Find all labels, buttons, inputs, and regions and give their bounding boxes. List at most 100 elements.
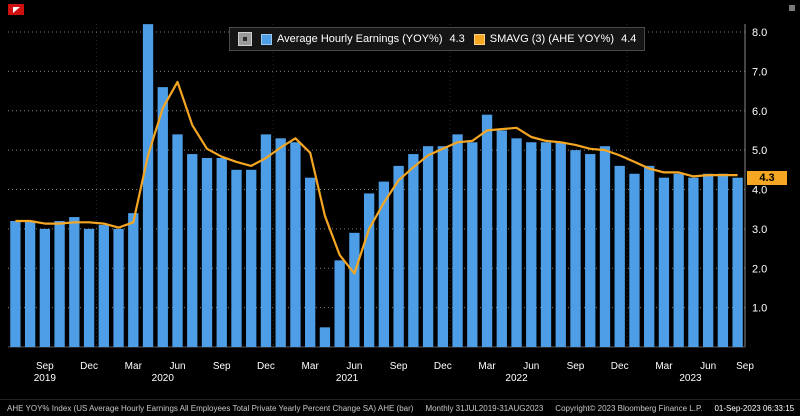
ahe-bar[interactable]: [599, 146, 611, 347]
ahe-bar[interactable]: [128, 213, 139, 347]
x-axis-month-label: Dec: [611, 361, 629, 372]
ahe-bar[interactable]: [157, 87, 168, 347]
ahe-bar[interactable]: [452, 134, 463, 347]
ahe-bar[interactable]: [113, 228, 124, 347]
ahe-bar[interactable]: [363, 193, 375, 347]
ahe-bar[interactable]: [437, 146, 448, 347]
x-axis-year-label: 2022: [505, 373, 528, 384]
ahe-bar[interactable]: [702, 173, 714, 347]
ahe-bar[interactable]: [142, 24, 154, 347]
ahe-bar[interactable]: [629, 173, 640, 347]
x-axis-month-label: Jun: [169, 361, 185, 372]
ahe-bar[interactable]: [732, 177, 743, 347]
ahe-bar[interactable]: [54, 221, 65, 347]
ahe-bar[interactable]: [305, 177, 316, 347]
ahe-bar[interactable]: [201, 158, 213, 347]
chart-canvas[interactable]: 8.0 7.0 6.0 5.0 4.0 3.0 2.0 1.0 Sep Dec Mar Jun Sep D…: [0, 0, 800, 400]
ahe-bar[interactable]: [349, 232, 360, 347]
ahe-bar[interactable]: [511, 138, 522, 347]
ahe-bar[interactable]: [422, 146, 434, 347]
legend-label-ahe: Average Hourly Earnings (YOY%): [277, 33, 443, 45]
ahe-bar[interactable]: [39, 228, 51, 347]
x-axis-month-label: Sep: [736, 361, 754, 372]
legend-item-smavg[interactable]: SMAVG (3) (AHE YOY%) 4.4: [473, 33, 637, 45]
footer-timestamp: 01-Sep-2023 06:33:15: [714, 403, 795, 413]
x-axis-month-label: Mar: [302, 361, 320, 372]
ahe-bar[interactable]: [246, 169, 257, 347]
x-axis-year-label: 2023: [679, 373, 702, 384]
ahe-bar[interactable]: [658, 177, 670, 347]
x-axis-month-label: Sep: [390, 361, 408, 372]
ahe-bar[interactable]: [172, 134, 183, 347]
ahe-bar[interactable]: [570, 150, 581, 347]
ahe-bar[interactable]: [69, 217, 80, 347]
ahe-bar[interactable]: [467, 142, 478, 347]
ahe-bar[interactable]: [216, 158, 227, 347]
x-axis-month-label: Dec: [434, 361, 452, 372]
line-series-swatch-icon: [473, 33, 485, 45]
x-axis-month-label: Mar: [478, 361, 496, 372]
ahe-bar[interactable]: [496, 130, 507, 347]
footer: AHE YOY% Index (US Average Hourly Earnin…: [0, 399, 800, 416]
smavg-line[interactable]: [15, 80, 738, 275]
ahe-bar[interactable]: [526, 142, 537, 347]
ahe-bar[interactable]: [717, 173, 729, 347]
ahe-bar[interactable]: [481, 114, 493, 347]
footer-description: AHE YOY% Index (US Average Hourly Earnin…: [7, 403, 414, 413]
x-axis-month-label: Jun: [523, 361, 539, 372]
ahe-bar[interactable]: [540, 142, 552, 347]
legend-item-ahe[interactable]: Average Hourly Earnings (YOY%) 4.3: [261, 33, 465, 45]
y-axis-label: 6.0: [752, 106, 767, 118]
ahe-bar[interactable]: [10, 221, 21, 347]
ahe-bar[interactable]: [644, 165, 655, 347]
ahe-bar[interactable]: [688, 177, 699, 347]
ahe-bar[interactable]: [393, 165, 404, 347]
bar-series-swatch-icon: [261, 33, 272, 45]
ahe-bar[interactable]: [24, 221, 36, 347]
ahe-bar[interactable]: [334, 260, 345, 347]
x-axis-year-label: 2021: [336, 373, 359, 384]
legend-key-dot-icon: [243, 37, 247, 41]
y-axis-label: 3.0: [752, 224, 767, 236]
y-axis-label: 1.0: [752, 303, 767, 315]
x-axis-month-label: Mar: [655, 361, 673, 372]
ahe-bar[interactable]: [83, 228, 95, 347]
ahe-bar[interactable]: [378, 181, 390, 347]
flag-arrow-icon: [12, 6, 20, 13]
y-axis-label: 5.0: [752, 145, 767, 157]
footer-periodicity: Monthly 31JUL2019-31AUG2023: [425, 403, 544, 413]
x-axis-month-label: Sep: [213, 361, 231, 372]
ahe-bar[interactable]: [555, 142, 566, 347]
ahe-bar[interactable]: [275, 138, 286, 347]
ahe-bar[interactable]: [290, 142, 301, 347]
ahe-bar[interactable]: [319, 327, 331, 347]
y-axis-label: 2.0: [752, 263, 767, 275]
legend-key-button[interactable]: [238, 32, 252, 46]
chart-flag-icon[interactable]: [8, 4, 24, 15]
y-axis-label: 7.0: [752, 66, 767, 78]
legend: Average Hourly Earnings (YOY%) 4.3 SMAVG…: [229, 27, 646, 51]
ahe-bar[interactable]: [187, 154, 198, 347]
ahe-bar[interactable]: [98, 224, 109, 347]
legend-value-ahe: 4.3: [449, 33, 465, 45]
x-axis-month-label: Jun: [700, 361, 716, 372]
ahe-bar[interactable]: [614, 165, 625, 347]
x-axis-month-label: Sep: [36, 361, 54, 372]
x-axis-year-label: 2020: [152, 373, 175, 384]
y-axis-label: 8.0: [752, 27, 767, 39]
ahe-bar[interactable]: [231, 169, 242, 347]
x-axis-month-label: Dec: [257, 361, 275, 372]
ahe-bar[interactable]: [673, 173, 684, 347]
ahe-bar[interactable]: [408, 154, 419, 347]
ahe-bar[interactable]: [585, 154, 596, 347]
legend-value-smavg: 4.4: [621, 33, 637, 45]
y-axis-label: 4.0: [752, 185, 767, 197]
footer-copyright: Copyright© 2023 Bloomberg Finance L.P.: [555, 403, 703, 413]
ahe-bar[interactable]: [260, 134, 272, 347]
x-axis-month-label: Jun: [346, 361, 362, 372]
x-axis-month-label: Mar: [125, 361, 143, 372]
x-axis-month-label: Sep: [567, 361, 585, 372]
x-axis-year-label: 2019: [34, 373, 57, 384]
window-corner-icon: [789, 5, 795, 11]
